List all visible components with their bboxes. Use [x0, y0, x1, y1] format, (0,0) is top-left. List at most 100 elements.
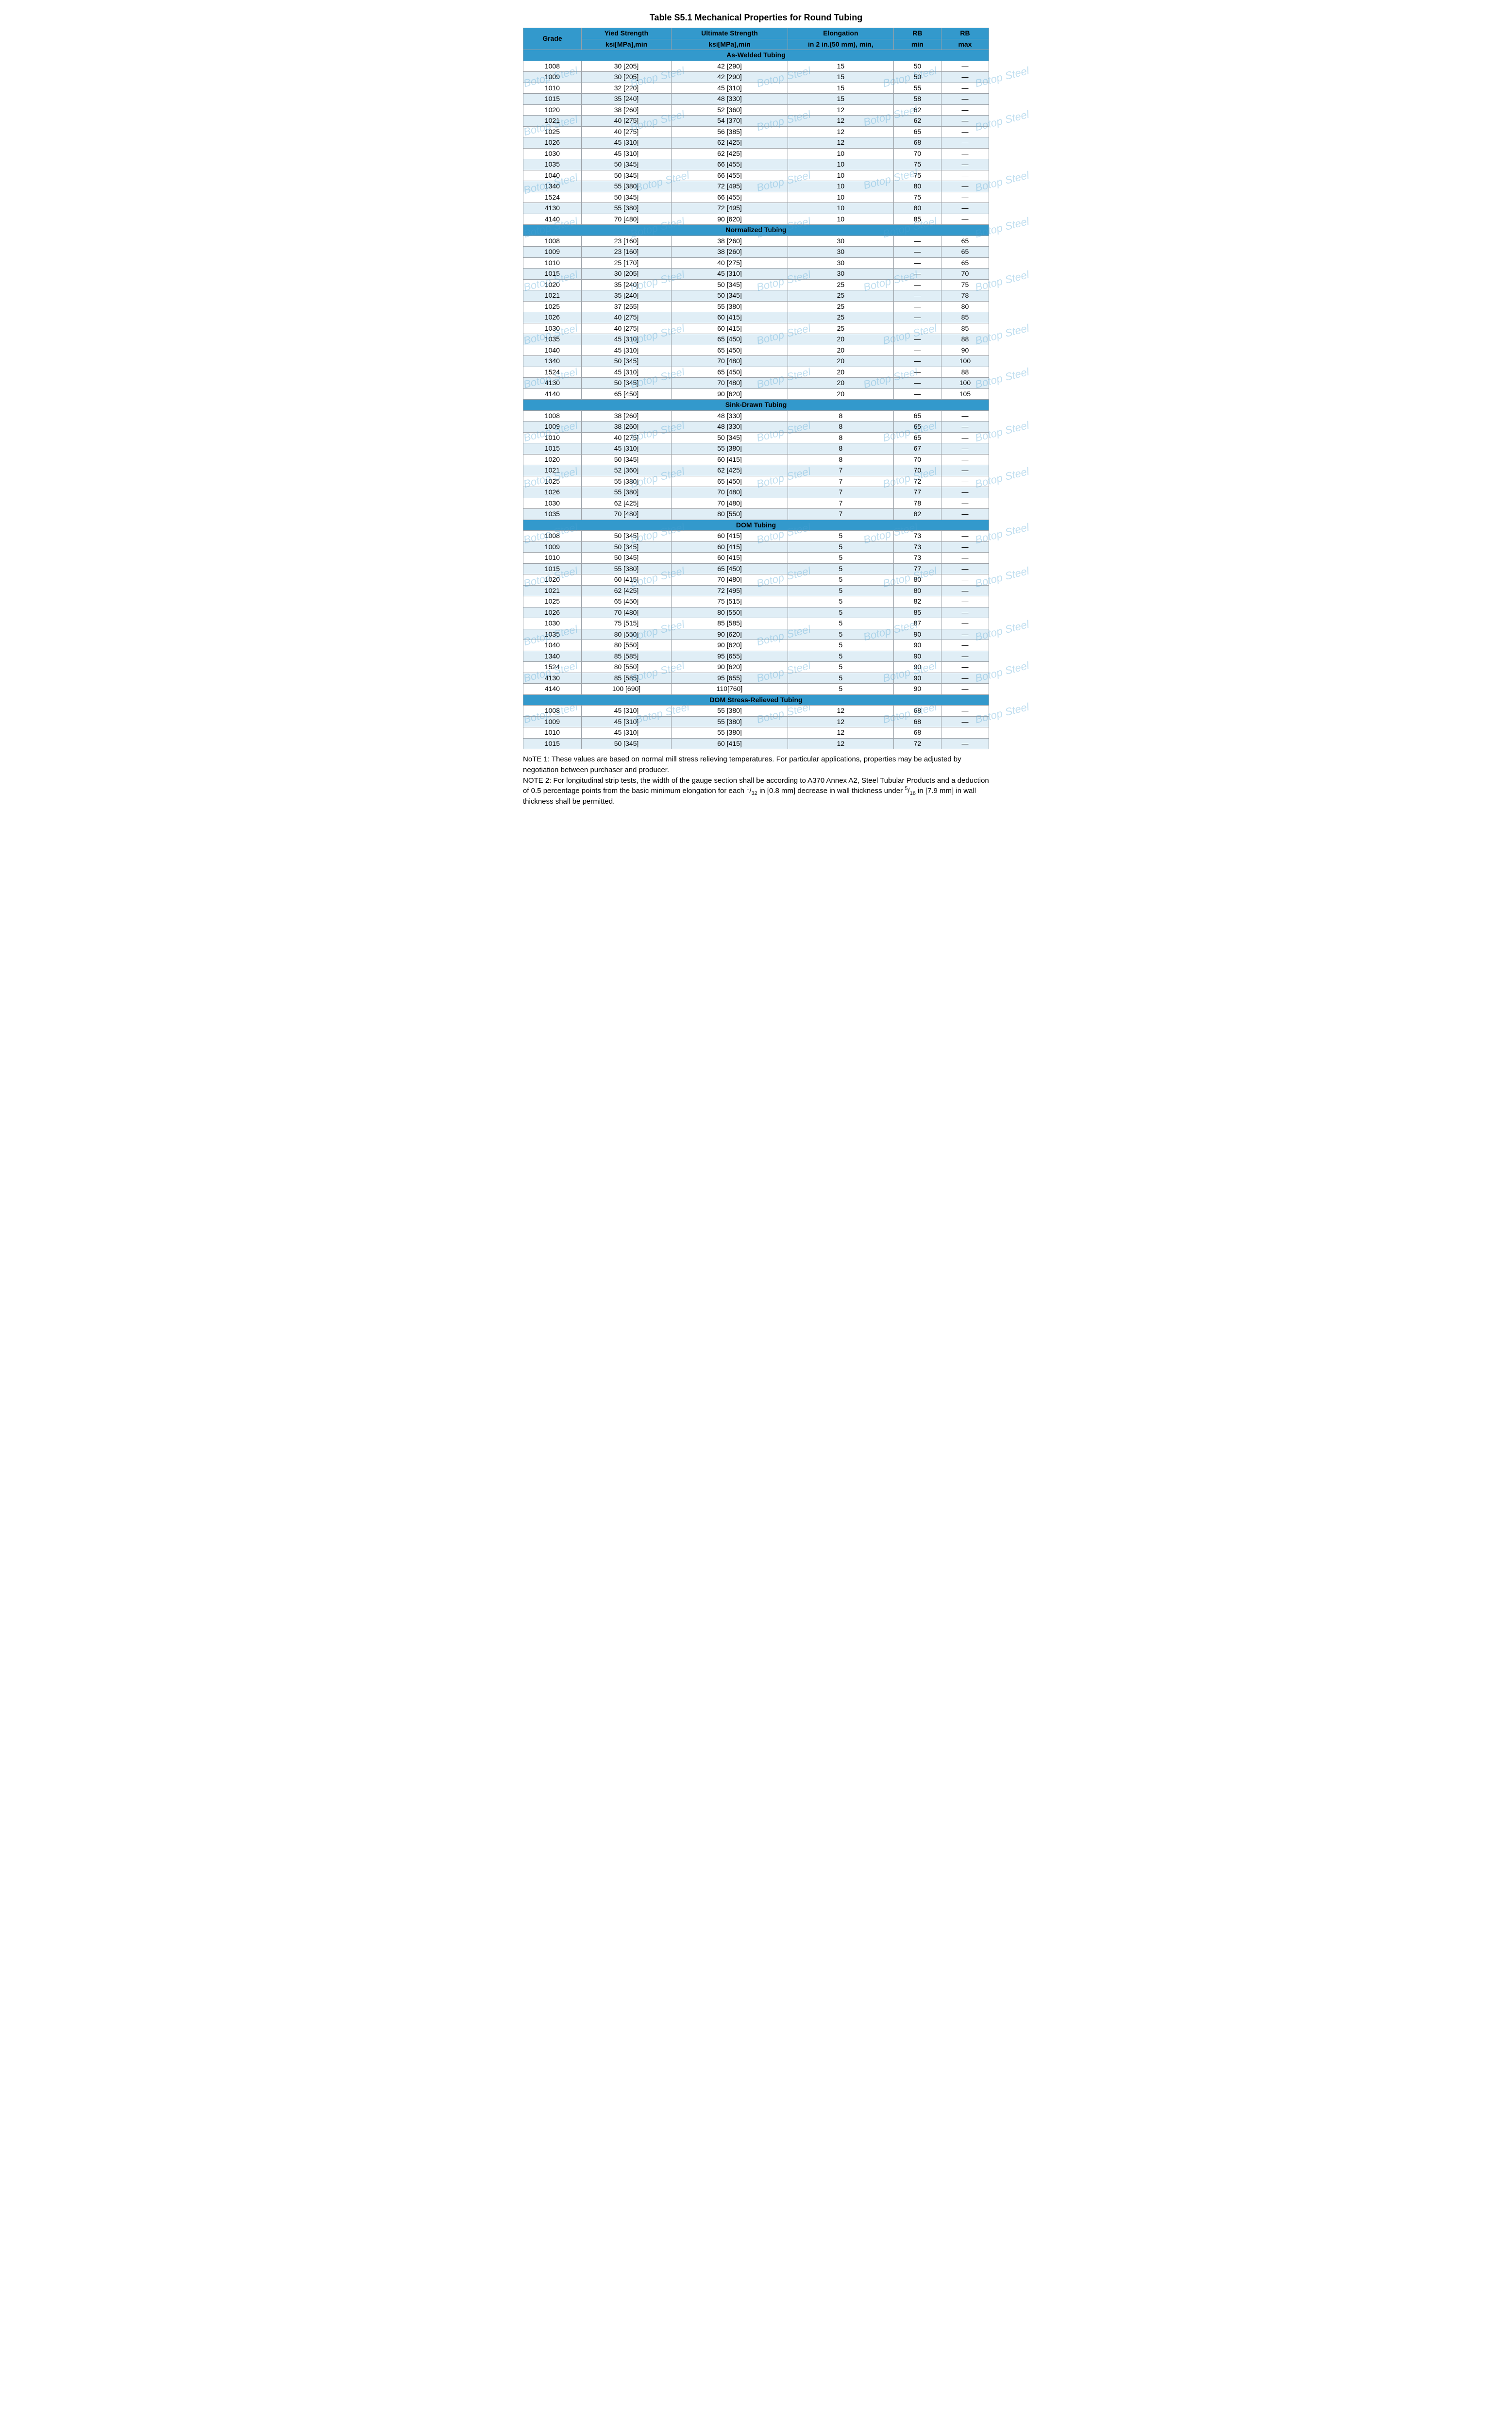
table-cell: — [893, 290, 941, 302]
table-cell: 85 [893, 214, 941, 225]
table-cell: — [941, 94, 989, 105]
table-cell: 30 [788, 247, 893, 258]
table-row: 100850 [345]60 [415]573— [523, 531, 989, 542]
table-row: 102670 [480]80 [550]585— [523, 607, 989, 618]
table-cell: — [941, 104, 989, 116]
table-cell: 45 [310] [581, 367, 671, 378]
table-cell: — [941, 148, 989, 159]
table-cell: 45 [310] [672, 269, 788, 280]
table-row: 103580 [550]90 [620]590— [523, 629, 989, 640]
table-cell: 1009 [523, 541, 582, 553]
table-cell: 72 [495] [672, 203, 788, 214]
table-cell: — [941, 159, 989, 170]
table-row: 134085 [585]95 [655]590— [523, 651, 989, 662]
table-cell: 90 [893, 684, 941, 695]
table-cell: 5 [788, 607, 893, 618]
table-cell: — [941, 422, 989, 433]
table-cell: — [941, 596, 989, 607]
table-cell: 67 [893, 443, 941, 455]
table-cell: 8 [788, 422, 893, 433]
table-row: 101545 [310]55 [380]867— [523, 443, 989, 455]
table-cell: 45 [310] [581, 716, 671, 727]
table-cell: 10 [788, 159, 893, 170]
table-cell: 90 [620] [672, 214, 788, 225]
table-row: 100845 [310]55 [380]1268— [523, 706, 989, 717]
table-cell: 90 [893, 673, 941, 684]
table-cell: 55 [380] [581, 203, 671, 214]
table-cell: 4130 [523, 378, 582, 389]
table-cell: 68 [893, 727, 941, 739]
table-cell: 25 [788, 290, 893, 302]
table-cell: 20 [788, 388, 893, 400]
table-cell: 70 [480] [581, 607, 671, 618]
table-cell: 12 [788, 137, 893, 149]
table-cell: 1030 [523, 618, 582, 629]
table-row: 102640 [275]60 [415]25—85 [523, 312, 989, 323]
table-cell: 50 [345] [581, 541, 671, 553]
table-cell: 45 [310] [581, 137, 671, 149]
table-cell: 1015 [523, 443, 582, 455]
table-cell: — [941, 498, 989, 509]
table-cell: 10 [788, 148, 893, 159]
table-cell: 90 [941, 345, 989, 356]
table-cell: 78 [941, 290, 989, 302]
table-cell: 90 [620] [672, 640, 788, 651]
table-cell: 40 [275] [581, 323, 671, 334]
table-cell: 80 [941, 301, 989, 312]
table-cell: 58 [893, 94, 941, 105]
table-cell: 85 [893, 607, 941, 618]
table-cell: 1021 [523, 585, 582, 596]
table-cell: 95 [655] [672, 673, 788, 684]
table-cell: 12 [788, 716, 893, 727]
table-cell: — [893, 356, 941, 367]
table-cell: 80 [550] [581, 640, 671, 651]
table-cell: 48 [330] [672, 422, 788, 433]
table-cell: 5 [788, 531, 893, 542]
table-cell: 50 [345] [581, 738, 671, 749]
table-cell: 7 [788, 487, 893, 498]
table-cell: 95 [655] [672, 651, 788, 662]
table-cell: — [941, 465, 989, 476]
table-cell: 100 [690] [581, 684, 671, 695]
table-cell: 4140 [523, 214, 582, 225]
table-cell: 90 [893, 651, 941, 662]
table-row: 101040 [275]50 [345]865— [523, 432, 989, 443]
table-cell: 75 [893, 170, 941, 181]
table-cell: — [941, 531, 989, 542]
table-cell: — [941, 738, 989, 749]
table-cell: 7 [788, 509, 893, 520]
table-cell: — [941, 61, 989, 72]
table-cell: 45 [310] [581, 334, 671, 345]
table-cell: 62 [425] [672, 137, 788, 149]
table-cell: — [893, 378, 941, 389]
table-row: 103545 [310]65 [450]20—88 [523, 334, 989, 345]
table-cell: 110[760] [672, 684, 788, 695]
table-cell: 15 [788, 83, 893, 94]
table-cell: — [941, 706, 989, 717]
table-row: 414065 [450]90 [620]20—105 [523, 388, 989, 400]
table-cell: 40 [275] [581, 116, 671, 127]
col-header-ult-1: Ultimate Strength [672, 28, 788, 39]
table-title: Table S5.1 Mechanical Properties for Rou… [523, 13, 989, 23]
table-row: 101050 [345]60 [415]573— [523, 553, 989, 564]
table-cell: 30 [788, 269, 893, 280]
table-cell: 5 [788, 640, 893, 651]
table-cell: 12 [788, 104, 893, 116]
table-cell: 65 [893, 126, 941, 137]
table-cell: 50 [345] [581, 454, 671, 465]
table-cell: 65 [941, 257, 989, 269]
table-row: 102655 [380]70 [480]777— [523, 487, 989, 498]
table-row: 101550 [345]60 [415]1272— [523, 738, 989, 749]
table-cell: 68 [893, 716, 941, 727]
section-header: As-Welded Tubing [523, 50, 989, 61]
table-cell: — [941, 137, 989, 149]
table-cell: 25 [170] [581, 257, 671, 269]
note-2-frac1-num: 1 [746, 786, 749, 792]
table-cell: 1026 [523, 487, 582, 498]
table-row: 413085 [585]95 [655]590— [523, 673, 989, 684]
table-row: 102060 [415]70 [480]580— [523, 574, 989, 586]
table-cell: 1035 [523, 159, 582, 170]
table-cell: 38 [260] [581, 422, 671, 433]
table-cell: 1025 [523, 596, 582, 607]
table-cell: 1340 [523, 651, 582, 662]
